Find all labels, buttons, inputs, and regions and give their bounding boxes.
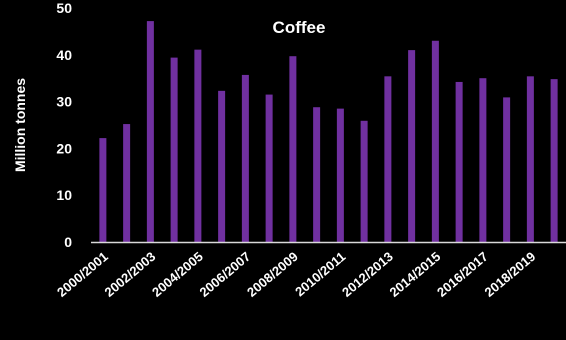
bars [99,21,558,243]
y-tick-label: 30 [56,94,72,110]
bar [408,50,416,243]
bar [313,107,321,242]
chart-title: Coffee [273,18,326,37]
bar [384,76,392,242]
bar [550,79,558,242]
bar [455,81,463,242]
bar [241,74,249,242]
bar [218,90,226,242]
bar [526,76,534,242]
bar [170,57,178,242]
bar [265,94,273,242]
bar [146,21,154,242]
bar [360,120,368,242]
y-axis-title: Million tonnes [12,78,28,172]
y-axis-ticks: 0 10 20 30 40 50 [56,0,72,250]
y-tick-label: 20 [56,140,72,156]
bar [123,124,131,242]
bar [194,49,202,242]
bar [289,56,297,243]
y-tick-label: 0 [64,234,72,250]
y-tick-label: 10 [56,187,72,203]
bar [336,108,344,243]
bar [503,97,511,242]
y-tick-label: 40 [56,47,72,63]
bar [99,138,107,242]
bar [479,78,487,242]
y-tick-label: 50 [56,0,72,16]
bar [431,40,439,243]
